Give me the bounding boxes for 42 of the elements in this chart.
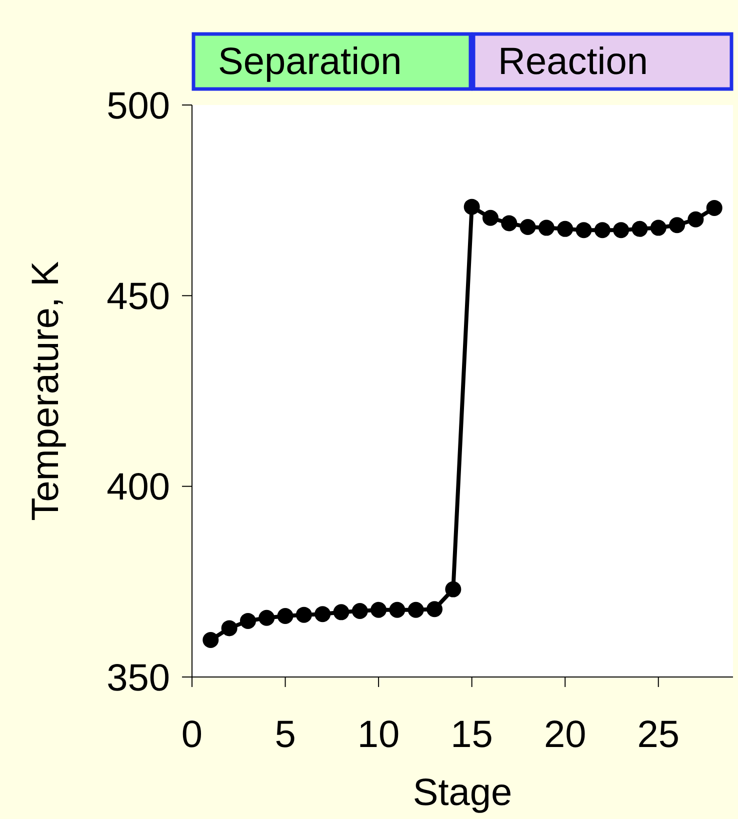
point	[296, 606, 312, 623]
x-tick-label: 15	[450, 714, 493, 756]
point	[688, 211, 704, 228]
point	[501, 215, 518, 232]
y-tick-label: 350	[106, 657, 170, 700]
point	[706, 200, 722, 216]
point	[613, 222, 630, 238]
x-tick-label: 0	[181, 714, 203, 756]
point	[408, 602, 424, 618]
point	[221, 620, 238, 636]
point	[352, 603, 368, 620]
point	[333, 604, 350, 620]
point	[594, 222, 610, 238]
x-tick-label: 20	[544, 714, 586, 756]
point	[632, 220, 648, 237]
header-box: Reaction	[472, 32, 734, 91]
y-tick-label: 450	[106, 276, 170, 318]
point	[258, 610, 275, 626]
point	[520, 219, 536, 236]
point	[370, 602, 387, 618]
point	[538, 220, 554, 236]
point	[650, 220, 666, 236]
point	[314, 606, 331, 622]
y-axis-title: Temperature, K	[25, 261, 67, 521]
point	[557, 220, 574, 237]
point	[576, 222, 592, 238]
point	[445, 581, 462, 598]
point	[202, 632, 219, 648]
point	[240, 612, 256, 629]
point	[389, 602, 406, 618]
x-tick-label: 5	[274, 714, 296, 756]
point	[277, 608, 294, 624]
y-tick-label: 400	[106, 466, 170, 509]
point	[426, 601, 443, 618]
x-axis-title: Stage	[412, 772, 512, 814]
point	[669, 217, 686, 234]
y-tick-label: 500	[106, 85, 170, 128]
x-tick-label: 10	[357, 714, 400, 756]
point	[482, 210, 498, 226]
point	[464, 198, 480, 215]
x-tick-label: 25	[637, 714, 680, 756]
header-box: Separation	[192, 32, 472, 91]
